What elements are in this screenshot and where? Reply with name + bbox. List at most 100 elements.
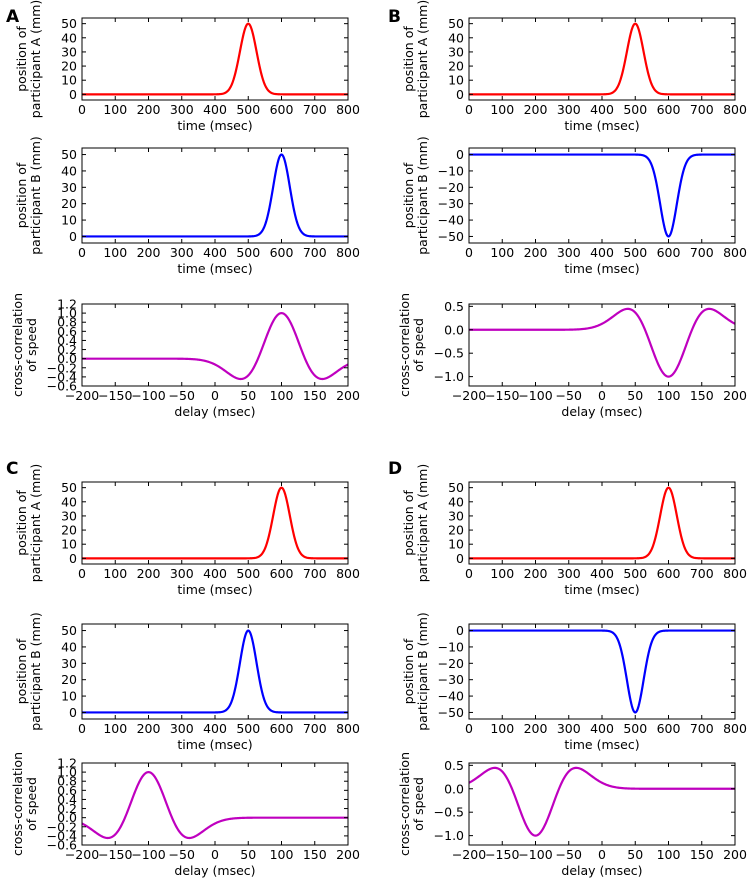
x-tick-label: 0 (598, 388, 606, 403)
y-axis-label: participant B (mm) (28, 136, 43, 255)
y-tick-label: 20 (61, 196, 77, 211)
x-tick-label: −150 (485, 388, 519, 403)
x-tick-label: 700 (303, 102, 327, 117)
y-tick-label: 0 (69, 229, 77, 244)
x-axis-label: time (msec) (177, 582, 252, 597)
y-tick-label: −0.5 (434, 346, 464, 361)
x-tick-label: 300 (170, 566, 194, 581)
x-tick-label: 50 (627, 847, 643, 862)
y-tick-label: 10 (448, 537, 464, 552)
x-tick-label: 600 (657, 245, 681, 260)
y-tick-label: 1.2 (57, 297, 77, 312)
x-tick-label: 100 (103, 245, 127, 260)
x-tick-label: 600 (657, 102, 681, 117)
x-tick-label: 800 (336, 721, 360, 736)
y-tick-label: −0.6 (47, 838, 77, 853)
x-tick-label: −200 (452, 388, 486, 403)
y-axis-label: participant A (mm) (28, 464, 43, 582)
series-line (468, 307, 736, 378)
y-tick-label: 40 (61, 30, 77, 45)
series-line (81, 486, 349, 560)
x-tick-label: 400 (203, 721, 227, 736)
y-tick-label: 0 (456, 623, 464, 638)
y-axis-label: position of (14, 26, 29, 92)
y-tick-label: 10 (61, 537, 77, 552)
x-tick-label: −150 (98, 388, 132, 403)
x-tick-label: 400 (590, 102, 614, 117)
y-tick-label: 50 (448, 16, 464, 31)
y-axis-label: position of (14, 638, 29, 704)
y-tick-label: 0 (69, 87, 77, 102)
y-tick-label: 0.2 (57, 342, 77, 357)
x-tick-label: 100 (270, 388, 294, 403)
x-tick-label: −100 (131, 388, 165, 403)
x-tick-label: −50 (556, 847, 582, 862)
plot-frame (468, 762, 736, 846)
y-tick-label: 1.0 (57, 306, 77, 321)
series-line (81, 153, 349, 238)
x-tick-label: 0 (78, 102, 86, 117)
subplot-cross-correlation: −200−150−100 −50 0 50 100 150 200 0.5 0.0 −0.5 −1.… (397, 293, 747, 419)
x-tick-label: 200 (723, 847, 747, 862)
x-tick-label: 0 (465, 721, 473, 736)
x-tick-label: 500 (623, 102, 647, 117)
y-tick-label: −0.5 (434, 805, 464, 820)
x-tick-label: 400 (203, 245, 227, 260)
y-tick-label: 0 (69, 705, 77, 720)
x-tick-label: 100 (657, 388, 681, 403)
panel-letter: D (388, 459, 402, 479)
x-tick-label: 800 (336, 245, 360, 260)
x-tick-label: 400 (203, 566, 227, 581)
y-axis-label: participant A (mm) (415, 464, 430, 582)
x-tick-label: 150 (303, 388, 327, 403)
y-tick-label: 0.4 (57, 333, 77, 348)
y-tick-label: −30 (438, 672, 464, 687)
y-axis-label: participant A (mm) (415, 0, 430, 118)
subplot-cross-correlation: −200−150−100 −50 0 50 100 150 200 0.5 0.0 −0.5 −1.… (397, 752, 747, 878)
x-tick-label: 700 (690, 245, 714, 260)
y-axis-label: position of (401, 638, 416, 704)
x-tick-label: 700 (303, 245, 327, 260)
x-tick-label: 100 (490, 245, 514, 260)
x-tick-label: −150 (98, 847, 132, 862)
y-tick-label: 0.0 (444, 322, 464, 337)
x-tick-label: 100 (490, 102, 514, 117)
x-tick-label: 0 (598, 847, 606, 862)
subplot-position-b: 0 100 200 300 400 500 600 700 8000−10−20−30−40−5… (401, 136, 747, 276)
plot-frame (468, 147, 736, 244)
y-tick-label: 10 (61, 689, 77, 704)
x-tick-label: 400 (590, 566, 614, 581)
y-axis-label: position of (401, 490, 416, 556)
x-tick-label: 200 (137, 245, 161, 260)
x-tick-label: −200 (65, 847, 99, 862)
x-tick-label: 800 (723, 102, 747, 117)
x-tick-label: 500 (236, 102, 260, 117)
subplot-position-b: 0 100 200 300 400 500 600 700 80001020304050time… (14, 612, 360, 752)
plot-frame (81, 762, 349, 846)
y-tick-label: 20 (448, 59, 464, 74)
x-tick-label: 50 (240, 388, 256, 403)
y-axis-label: participant A (mm) (28, 0, 43, 118)
y-tick-label: 20 (61, 672, 77, 687)
y-tick-label: 0 (69, 551, 77, 566)
y-tick-label: −10 (438, 639, 464, 654)
y-tick-label: 50 (61, 147, 77, 162)
y-tick-label: 0.5 (444, 758, 464, 773)
y-tick-label: −20 (438, 656, 464, 671)
x-tick-label: 500 (623, 721, 647, 736)
y-axis-label: participant B (mm) (415, 136, 430, 255)
x-tick-label: 100 (657, 847, 681, 862)
series-line (468, 766, 736, 837)
x-tick-label: −100 (131, 847, 165, 862)
x-tick-label: 300 (170, 102, 194, 117)
x-tick-label: −50 (169, 388, 195, 403)
x-tick-label: 300 (557, 566, 581, 581)
x-tick-label: 0 (465, 102, 473, 117)
y-tick-label: 10 (61, 213, 77, 228)
plot-frame (468, 481, 736, 565)
x-tick-label: 50 (627, 388, 643, 403)
x-tick-label: 800 (336, 566, 360, 581)
x-tick-label: 700 (303, 566, 327, 581)
